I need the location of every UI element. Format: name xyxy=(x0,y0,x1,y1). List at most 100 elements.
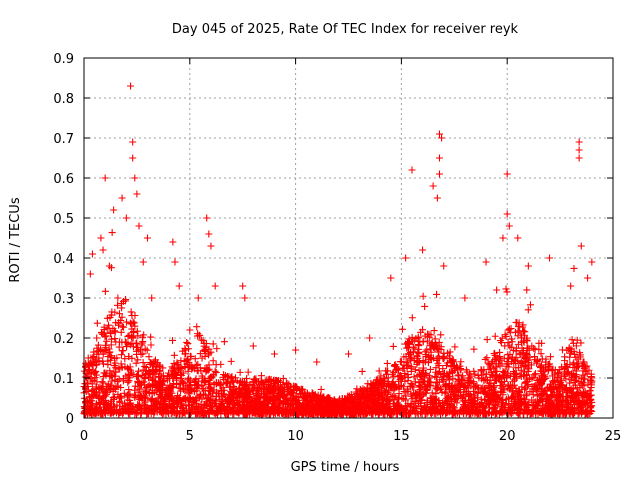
data-point xyxy=(258,402,266,410)
data-point xyxy=(498,407,506,415)
data-point xyxy=(568,336,576,344)
data-point xyxy=(399,364,407,372)
data-point xyxy=(85,402,93,410)
data-point xyxy=(466,374,474,382)
data-point xyxy=(258,378,266,386)
data-point xyxy=(136,405,144,413)
data-point xyxy=(469,406,477,414)
data-point xyxy=(523,334,531,342)
data-point xyxy=(116,398,124,406)
data-point xyxy=(149,376,157,384)
data-point xyxy=(81,373,89,381)
data-point xyxy=(454,376,462,384)
data-point xyxy=(127,405,135,413)
data-point xyxy=(200,339,208,347)
data-point xyxy=(244,397,252,405)
data-point xyxy=(438,134,446,142)
data-point xyxy=(538,355,546,363)
data-point xyxy=(583,389,591,397)
data-point xyxy=(118,194,126,202)
data-point xyxy=(283,390,291,398)
data-point xyxy=(219,390,227,398)
data-point xyxy=(199,336,207,344)
data-point xyxy=(538,385,546,393)
data-point xyxy=(583,410,591,418)
data-point xyxy=(483,390,491,398)
data-point xyxy=(404,371,412,379)
data-point xyxy=(523,344,531,352)
data-point xyxy=(367,404,375,412)
data-point xyxy=(506,372,514,380)
data-point xyxy=(514,340,522,348)
data-point xyxy=(432,368,440,376)
data-point xyxy=(298,386,306,394)
data-point xyxy=(227,357,235,365)
data-point xyxy=(519,337,527,345)
data-point xyxy=(562,410,570,418)
data-point xyxy=(503,170,511,178)
data-point xyxy=(282,401,290,409)
data-point xyxy=(554,399,562,407)
data-point xyxy=(86,397,94,405)
data-point xyxy=(576,353,584,361)
data-point xyxy=(110,206,118,214)
data-point xyxy=(235,387,243,395)
data-point xyxy=(546,362,554,370)
data-point xyxy=(516,371,524,379)
data-point xyxy=(481,408,489,416)
data-point xyxy=(444,400,452,408)
data-point xyxy=(155,390,163,398)
data-point xyxy=(423,386,431,394)
y-tick-label: 0.6 xyxy=(53,172,74,187)
data-point xyxy=(498,334,506,342)
data-point xyxy=(479,402,487,410)
data-point xyxy=(189,395,197,403)
data-point xyxy=(129,343,137,351)
data-point xyxy=(87,375,95,383)
data-point xyxy=(334,400,342,408)
data-point xyxy=(170,359,178,367)
data-point xyxy=(128,325,136,333)
data-point xyxy=(249,342,257,350)
data-point xyxy=(183,356,191,364)
data-point xyxy=(136,385,144,393)
data-point xyxy=(212,380,220,388)
data-point xyxy=(111,308,119,316)
data-point xyxy=(110,401,118,409)
data-point xyxy=(129,318,137,326)
data-point xyxy=(575,407,583,415)
data-point xyxy=(471,410,479,418)
data-point xyxy=(245,388,253,396)
data-point xyxy=(492,354,500,362)
data-point xyxy=(243,379,251,387)
data-point xyxy=(102,332,110,340)
data-point xyxy=(504,326,512,334)
data-point xyxy=(213,403,221,411)
data-point xyxy=(580,358,588,366)
data-point xyxy=(316,392,324,400)
data-point xyxy=(486,383,494,391)
data-point xyxy=(101,174,109,182)
data-point xyxy=(491,332,499,340)
data-point xyxy=(156,363,164,371)
data-point xyxy=(568,393,576,401)
data-point xyxy=(518,360,526,368)
data-point xyxy=(172,380,180,388)
data-point xyxy=(206,405,214,413)
data-point xyxy=(554,369,562,377)
data-point xyxy=(535,345,543,353)
data-point xyxy=(131,394,139,402)
y-tick-label: 0.5 xyxy=(53,212,74,227)
data-point xyxy=(207,406,215,414)
data-point xyxy=(159,378,167,386)
data-point xyxy=(93,319,101,327)
data-point xyxy=(501,331,509,339)
data-point xyxy=(103,324,111,332)
data-point xyxy=(443,371,451,379)
data-point xyxy=(148,376,156,384)
data-point xyxy=(516,409,524,417)
data-point xyxy=(419,246,427,254)
data-point xyxy=(265,395,273,403)
data-point xyxy=(107,328,115,336)
data-point xyxy=(266,405,274,413)
